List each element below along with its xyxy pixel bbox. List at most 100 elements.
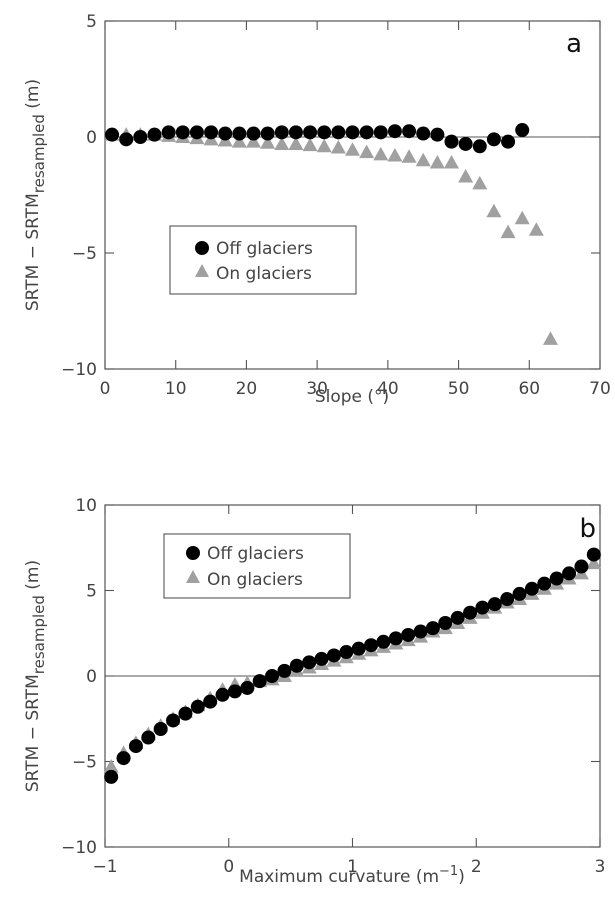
panel-a-on-glaciers-point — [401, 149, 417, 163]
panel-b-marks — [103, 547, 602, 784]
panel-a-on-glaciers-point — [543, 331, 558, 345]
panel-b-y-tick-label: 10 — [75, 496, 97, 516]
panel-a-on-glaciers-point — [316, 138, 332, 153]
panel-a-off-glaciers-point — [232, 126, 247, 141]
panel-a-off-glaciers-point — [387, 124, 402, 139]
panel-b-legend-triangle-marker — [186, 570, 200, 583]
panel-b-off-glaciers-point — [364, 638, 379, 653]
panel-b-off-glaciers-point — [586, 547, 601, 562]
panel-b-off-glaciers-point — [512, 586, 527, 601]
panel-a-x-tick-label: 60 — [518, 379, 540, 399]
panel-b-ylabel-sub: resampled — [30, 595, 48, 674]
panel-b-xlabel-end: ) — [458, 867, 465, 887]
panel-a-y-tick-label: −10 — [61, 360, 97, 380]
panel-a-off-glaciers-point — [260, 126, 275, 141]
panel-a-legend: Off glaciers On glaciers — [169, 225, 357, 295]
panel-b-off-glaciers-point — [425, 621, 440, 636]
panel-a-off-glaciers-point — [288, 125, 303, 140]
panel-a-off-glaciers-point — [204, 125, 219, 140]
panel-a-x-tick-label: 40 — [377, 379, 399, 399]
panel-a-off-glaciers-point — [274, 125, 289, 140]
panel-a-on-glaciers-point — [288, 136, 304, 150]
panel-b-xlabel-sup: −1 — [439, 864, 458, 879]
panel-a-on-glaciers-point — [472, 175, 488, 190]
panel-a-y-tick-label: 0 — [86, 128, 97, 148]
panel-a-off-glaciers-point — [246, 126, 261, 141]
panel-a-off-glaciers-point — [331, 125, 346, 140]
panel-b-y-tick-label: 5 — [86, 582, 97, 602]
panel-a-off-glaciers-point — [317, 125, 332, 140]
panel-a-on-glaciers-point — [415, 152, 431, 167]
panel-b-off-glaciers-point — [203, 694, 218, 709]
panel-b-off-glaciers-point — [302, 655, 317, 670]
panel-a-off-glaciers-point — [515, 123, 530, 138]
panel-b-off-glaciers-point — [413, 624, 428, 639]
panel-a-on-glaciers-point — [274, 136, 290, 150]
panel-b-x-tick-label: 2 — [471, 857, 482, 877]
panel-a-on-glaciers-point — [359, 144, 375, 159]
panel-b-off-glaciers-point — [215, 687, 230, 702]
panel-b-off-glaciers-point — [265, 669, 280, 683]
panel-a-x-tick-label: 70 — [589, 379, 611, 399]
panel-b-off-glaciers-point — [450, 610, 465, 625]
panel-a-on-glaciers-point — [500, 224, 516, 239]
panel-a-off-glaciers-point — [486, 132, 501, 147]
panel-a-off-glaciers-point — [175, 125, 190, 140]
panel-b-y-tick-label: 0 — [86, 667, 97, 687]
panel-b-off-glaciers-point — [549, 571, 564, 586]
panel-a-on-glaciers-point — [373, 146, 389, 161]
panel-b-x-tick-label: −1 — [92, 857, 117, 877]
panel-b-on-glaciers-point — [103, 759, 119, 773]
panel-b-off-glaciers-point — [116, 751, 131, 766]
panel-a-legend-triangle-marker — [195, 264, 209, 277]
panel-b-off-glaciers-point — [351, 641, 366, 656]
panel-a-on-glaciers-point — [231, 134, 247, 148]
panel-b-x-tick-label: 0 — [223, 857, 234, 877]
panel-a-off-glaciers-point — [105, 127, 120, 142]
panel-b-off-glaciers-point — [252, 674, 267, 689]
panel-b-off-glaciers-point — [475, 600, 490, 615]
panel-a-ylabel-main: SRTM − SRTM — [23, 193, 43, 311]
panel-b-off-glaciers-point — [128, 739, 143, 754]
panel-a-legend-on-label: On glaciers — [216, 264, 312, 284]
panel-a-off-glaciers-point — [345, 125, 360, 140]
panel-b-off-glaciers-point — [524, 581, 539, 596]
panel-b-off-glaciers-point — [562, 566, 577, 581]
panel-b-x-tick-label: 3 — [595, 857, 606, 877]
panel-a-off-glaciers-point — [303, 125, 318, 140]
panel-b-off-glaciers-point — [487, 597, 502, 612]
panel-a-on-glaciers-point — [429, 155, 445, 169]
panel-b-y-axis-label: SRTM − SRTMresampled (m) — [23, 560, 48, 792]
panel-b-off-glaciers-point — [463, 605, 478, 620]
panel-b-legend-on-label: On glaciers — [207, 570, 303, 590]
panel-a-frame — [104, 20, 601, 370]
panel-b-off-glaciers-point — [240, 680, 255, 695]
panel-a-x-tick-label: 10 — [165, 379, 187, 399]
panel-b-on-glaciers-point — [586, 555, 602, 570]
panel-b-x-tick-label: 1 — [347, 857, 358, 877]
panel-b-off-glaciers-point — [104, 769, 119, 784]
panel-b-off-glaciers-point — [401, 627, 416, 642]
panel-a-off-glaciers-point — [458, 136, 473, 151]
panel-b-off-glaciers-point — [190, 699, 205, 714]
panel-a-off-glaciers-point — [161, 125, 176, 140]
panel-a-off-glaciers-point — [133, 130, 148, 144]
panel-a-off-glaciers-point — [501, 134, 516, 149]
panel-b-xlabel-main: Maximum curvature (m — [239, 867, 439, 887]
panel-a-on-glaciers-point — [444, 155, 459, 169]
panel-a-marks — [104, 123, 558, 345]
panel-b-off-glaciers-point — [326, 648, 341, 663]
panel-b-ylabel-unit: (m) — [23, 560, 43, 595]
panel-a-off-glaciers-point — [189, 125, 204, 140]
panel-b-off-glaciers-point — [339, 645, 354, 660]
panel-b-legend: Off glaciers On glaciers — [163, 533, 351, 599]
panel-b-off-glaciers-point — [574, 559, 589, 574]
panel-a-x-tick-label: 50 — [448, 379, 470, 399]
panel-b-y-tick-label: −10 — [61, 838, 97, 858]
panel-a-off-glaciers-point — [359, 125, 374, 140]
panel-b-x-axis-label: Maximum curvature (m−1) — [239, 864, 465, 887]
panel-a-off-glaciers-point — [472, 139, 487, 154]
